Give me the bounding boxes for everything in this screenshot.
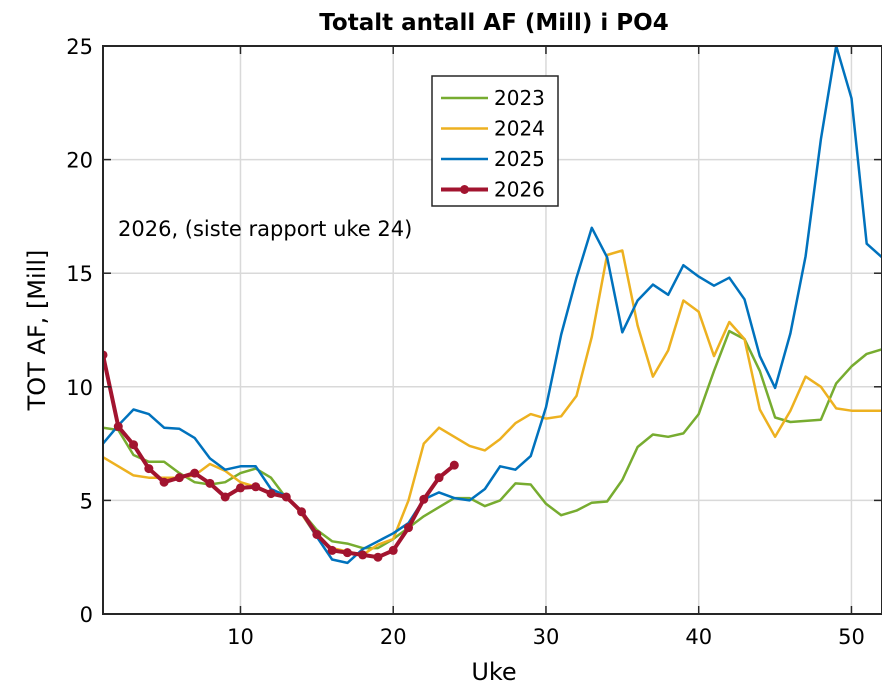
x-axis-label: Uke xyxy=(471,658,516,686)
legend-label-2024: 2024 xyxy=(494,117,545,141)
x-tick-label: 40 xyxy=(685,625,712,649)
series-2026-point xyxy=(103,350,108,360)
series-2026-point xyxy=(388,545,398,555)
series-2026-point xyxy=(358,550,368,560)
series-2026-point xyxy=(251,482,261,492)
series-2026-point xyxy=(342,548,352,558)
series-2026-point xyxy=(419,494,429,504)
y-tick-label: 5 xyxy=(80,489,93,513)
legend: 2023 2024 2025 2026 xyxy=(431,75,559,207)
series-2026-point xyxy=(281,492,291,502)
x-tick-label: 50 xyxy=(838,625,865,649)
y-tick-label: 15 xyxy=(66,262,93,286)
series-2024-line xyxy=(103,249,882,557)
y-tick-label: 0 xyxy=(80,603,93,627)
annotation-text: 2026, (siste rapport uke 24) xyxy=(118,217,412,241)
series-2026-point xyxy=(144,464,154,474)
legend-label-2025: 2025 xyxy=(494,147,545,171)
legend-label-2026: 2026 xyxy=(494,178,545,202)
series-2026-point xyxy=(113,422,123,432)
chart-title: Totalt antall AF (Mill) i PO4 xyxy=(319,10,668,36)
legend-label-2023: 2023 xyxy=(494,86,545,110)
y-tick-label: 10 xyxy=(66,376,93,400)
series-2025 xyxy=(103,45,882,565)
legend-marker-2026 xyxy=(460,185,469,194)
y-axis-label: TOT AF, [Mill] xyxy=(23,250,51,412)
ticks xyxy=(103,45,882,615)
series-2026-point xyxy=(449,460,459,470)
series-2025-line xyxy=(103,45,882,565)
series-2026-point xyxy=(174,473,184,483)
series-2026-point xyxy=(297,507,307,517)
x-tick-label: 10 xyxy=(227,625,254,649)
series-2026-point xyxy=(312,529,322,539)
series-2026-point xyxy=(190,468,200,478)
series-2026-point xyxy=(434,473,444,483)
series-2026-point xyxy=(266,489,276,499)
series-2024 xyxy=(103,249,882,557)
series-2026-point xyxy=(129,440,139,450)
series-2026-point xyxy=(403,523,413,533)
x-tick-label: 20 xyxy=(380,625,407,649)
y-tick-label: 25 xyxy=(66,35,93,59)
series-2026-point xyxy=(373,552,383,562)
x-tick-label: 30 xyxy=(533,625,560,649)
series-layer xyxy=(103,45,882,565)
series-2026-point xyxy=(220,492,230,502)
y-tick-label: 20 xyxy=(66,149,93,173)
plot-frame xyxy=(102,45,882,615)
series-2026-point xyxy=(327,545,337,555)
series-2026-point xyxy=(159,477,169,487)
series-2026 xyxy=(103,350,459,562)
series-2026-point xyxy=(205,478,215,488)
series-2026-point xyxy=(235,483,245,493)
